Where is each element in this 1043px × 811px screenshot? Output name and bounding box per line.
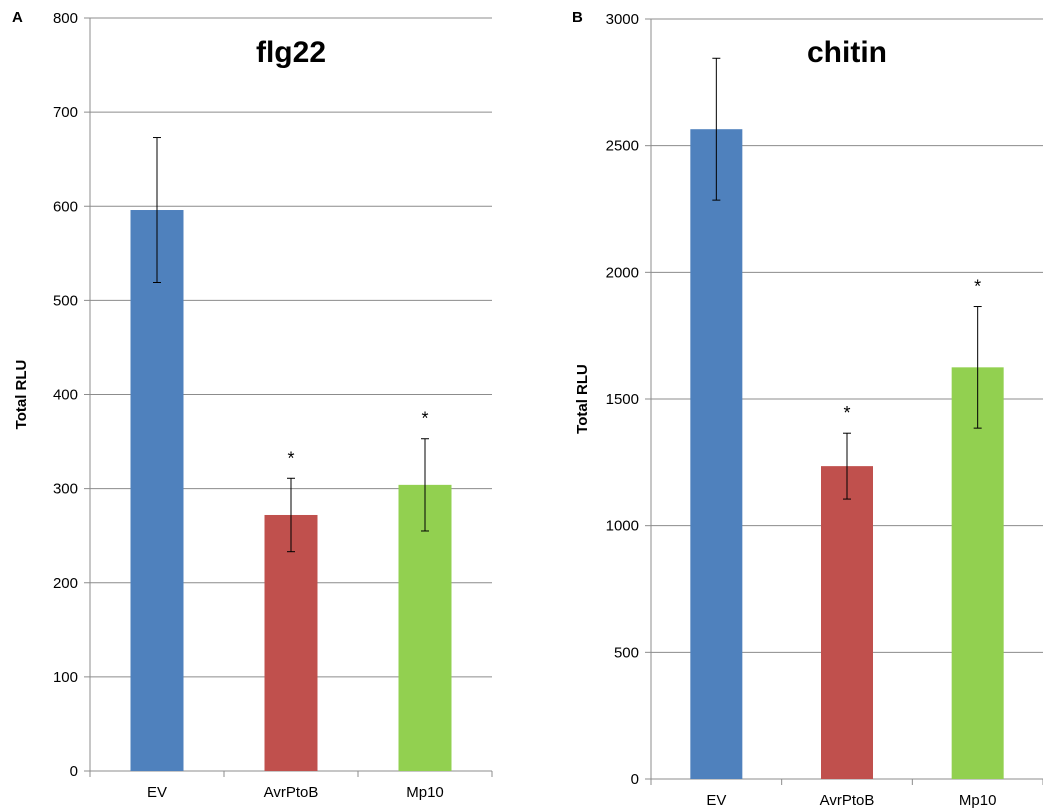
chart-title: flg22 bbox=[256, 36, 326, 69]
y-tick-label: 3000 bbox=[606, 11, 639, 28]
chart-panel-b: 0 500 1000 1500 2000 2500 3000 EV * AvrPtoB * Mp10 c… bbox=[572, 9, 1043, 809]
y-axis-label: Total RLU bbox=[574, 364, 591, 434]
bar-avrptob bbox=[264, 514, 318, 771]
bar-mp10 bbox=[951, 367, 1004, 779]
y-tick-label: 400 bbox=[53, 387, 78, 404]
bar-ev bbox=[130, 210, 184, 771]
significance-marker: * bbox=[287, 448, 294, 468]
significance-marker: * bbox=[974, 277, 981, 297]
y-tick-label: 600 bbox=[53, 198, 78, 215]
y-tick-label: 2000 bbox=[606, 264, 639, 281]
y-tick-label: 500 bbox=[614, 644, 639, 661]
x-tick-label: AvrPtoB bbox=[264, 784, 319, 801]
y-tick-label: 0 bbox=[70, 763, 78, 780]
chart-panel-a: 0 100 200 300 400 500 600 700 800 EV * AvrPtoB * Mp10… bbox=[12, 9, 493, 801]
significance-marker: * bbox=[843, 403, 850, 423]
y-tick-label: 500 bbox=[53, 292, 78, 309]
y-axis-label: Total RLU bbox=[13, 360, 30, 430]
bar-mp10 bbox=[398, 484, 452, 771]
x-tick-label: EV bbox=[147, 784, 167, 801]
panel-label: A bbox=[12, 9, 23, 26]
x-tick-label: Mp10 bbox=[959, 792, 997, 809]
y-tick-label: 1500 bbox=[606, 391, 639, 408]
x-tick-label: EV bbox=[706, 792, 726, 809]
y-tick-label: 300 bbox=[53, 481, 78, 498]
x-tick-label: AvrPtoB bbox=[820, 792, 875, 809]
bar-avrptob bbox=[821, 466, 873, 779]
y-tick-label: 700 bbox=[53, 104, 78, 121]
y-tick-label: 100 bbox=[53, 669, 78, 686]
y-tick-label: 1000 bbox=[606, 518, 639, 535]
x-tick-label: Mp10 bbox=[406, 784, 444, 801]
y-tick-label: 2500 bbox=[606, 138, 639, 155]
y-tick-label: 200 bbox=[53, 575, 78, 592]
chart-title: chitin bbox=[807, 36, 887, 69]
significance-marker: * bbox=[421, 409, 428, 429]
y-tick-label: 0 bbox=[631, 771, 639, 788]
y-tick-label: 800 bbox=[53, 10, 78, 27]
bar-ev bbox=[690, 129, 743, 779]
panel-label: B bbox=[572, 9, 583, 26]
